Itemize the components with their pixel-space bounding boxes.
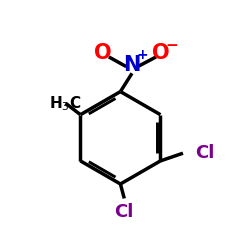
Text: Cl: Cl bbox=[114, 203, 134, 221]
Text: N: N bbox=[123, 55, 141, 75]
Text: +: + bbox=[137, 48, 148, 62]
Text: O: O bbox=[152, 43, 170, 63]
Text: −: − bbox=[165, 38, 178, 52]
Text: Cl: Cl bbox=[196, 144, 215, 162]
Text: O: O bbox=[94, 43, 112, 63]
Text: H$_3$C: H$_3$C bbox=[49, 94, 82, 112]
